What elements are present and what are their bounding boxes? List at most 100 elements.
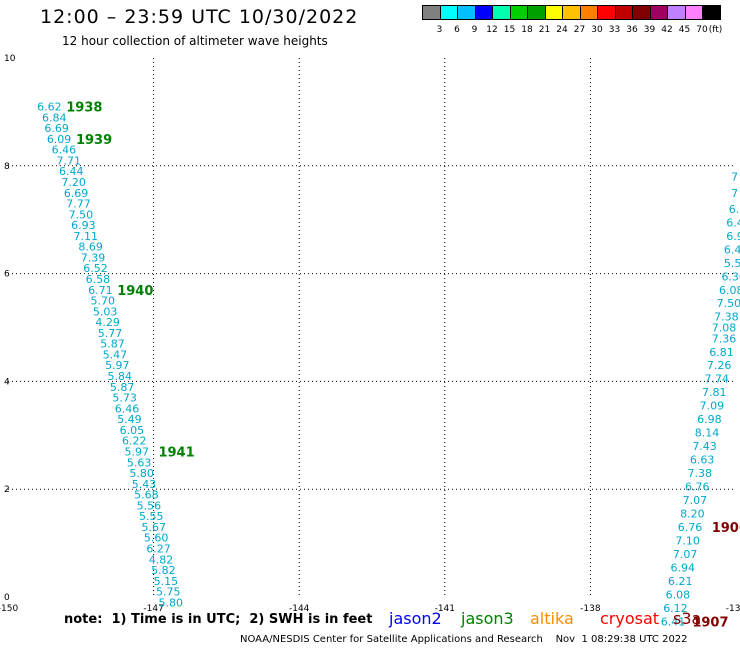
- swh-value-label: 6.76: [678, 521, 703, 534]
- y-tick-label: 10: [4, 54, 16, 64]
- swh-value-label: 7.50: [717, 297, 740, 310]
- footer-note: note: 1) Time is in UTC; 2) SWH is in fe…: [64, 612, 373, 627]
- time-label: 1941: [158, 445, 194, 460]
- swh-value-label: 5.70: [91, 295, 116, 308]
- swh-value-label: 7.39: [81, 251, 106, 264]
- swh-value-label: 5.84: [107, 370, 132, 383]
- swh-value-label: 7.77: [66, 198, 91, 211]
- time-label: 1939: [76, 133, 112, 148]
- swh-value-label: 7.36: [712, 332, 737, 345]
- credit-line: NOAA/NESDIS Center for Satellite Applica…: [240, 634, 688, 645]
- swh-value-label: 6.30: [721, 270, 740, 283]
- colorbar-label: 39: [643, 25, 656, 35]
- swh-value-label: 7.50: [69, 208, 94, 221]
- swh-value-label: 6.49: [724, 243, 740, 256]
- colorbar-label: 15: [503, 25, 516, 35]
- y-tick-label: 6: [4, 270, 10, 280]
- swh-value-label: 5.80: [129, 467, 154, 480]
- swh-value-label: 6.05: [120, 424, 145, 437]
- swh-value-label: 7.74: [704, 373, 729, 386]
- swh-value-label: 7.11: [74, 230, 99, 243]
- swh-value-label: 8.14: [695, 427, 720, 440]
- swh-value-label: 5.63: [127, 456, 152, 469]
- swh-value-label: 6.08: [719, 284, 740, 297]
- swh-value-label: 7.20: [61, 176, 86, 189]
- swh-value-label: 7.26: [707, 359, 732, 372]
- colorbar-label: 30: [591, 25, 603, 35]
- swh-value-label: 6.44: [59, 165, 84, 178]
- satellite-legend-jason2: jason2: [389, 609, 442, 628]
- swh-value-label: 6.93: [71, 219, 96, 232]
- swh-value-label: 6.41: [661, 615, 686, 628]
- swh-value-label: 7.10: [675, 534, 700, 547]
- swh-value-label: 7.38: [714, 311, 739, 324]
- swh-value-label: 6.94: [670, 561, 695, 574]
- colorbar-label: 9: [471, 25, 478, 35]
- swh-value-label: 5.56: [137, 499, 162, 512]
- swh-value-label: 5.52: [724, 257, 740, 270]
- swh-value-label: 8.20: [680, 507, 705, 520]
- colorbar-label: 42: [661, 25, 673, 35]
- swh-value-label: 5.55: [139, 510, 164, 523]
- colorbar-swatch: [702, 5, 721, 20]
- swh-value-label: 7: [731, 187, 738, 200]
- colorbar-label: 36: [626, 25, 638, 35]
- swh-value-label: 5.60: [144, 532, 169, 545]
- x-tick-label: -147: [143, 604, 163, 614]
- time-label: 1906: [712, 521, 740, 536]
- colorbar-unit: (ft): [708, 25, 723, 35]
- x-tick-label: -141: [435, 604, 455, 614]
- swh-value-label: 5.03: [93, 305, 118, 318]
- swh-value-label: 5.47: [103, 348, 128, 361]
- swh-value-label: 6.84: [42, 111, 66, 124]
- swh-value-label: 6.12: [663, 602, 688, 615]
- swh-value-label: 4.29: [95, 316, 120, 329]
- x-tick-label: -135: [726, 604, 740, 614]
- colorbar-label: 70: [696, 25, 708, 35]
- x-tick-label: -150: [0, 604, 18, 614]
- swh-value-label: 5.82: [151, 564, 176, 577]
- colorbar-label: 18: [521, 25, 533, 35]
- swh-value-label: 6.63: [690, 454, 715, 467]
- swh-value-label: 6.46: [52, 144, 77, 157]
- swh-value-label: 5.68: [134, 489, 159, 502]
- swh-value-label: 5.97: [124, 445, 149, 458]
- colorbar-label: 45: [678, 25, 691, 35]
- swh-value-label: 6.69: [44, 122, 69, 135]
- swh-value-label: 5.75: [156, 586, 181, 599]
- swh-value-label: 7.08: [712, 322, 737, 335]
- swh-value-label: 7.81: [702, 386, 727, 399]
- satellite-legend-jason3: jason3: [461, 609, 514, 628]
- swh-value-label: 5.87: [100, 338, 125, 351]
- y-tick-label: 2: [4, 485, 10, 495]
- swh-value-label: 5.73: [112, 392, 137, 405]
- swh-value-label: 6.58: [86, 273, 111, 286]
- swh-value-label: 6.22: [122, 435, 147, 448]
- y-tick-label: 4: [4, 377, 10, 387]
- swh-value-label: 6.71: [88, 284, 113, 297]
- swh-value-label: 6.: [729, 203, 740, 216]
- swh-value-label: 5.67: [141, 521, 166, 534]
- swh-value-label: 5.15: [154, 575, 179, 588]
- swh-value-label: 7.07: [683, 494, 708, 507]
- swh-value-label: 7.09: [700, 400, 725, 413]
- y-tick-label: 8: [4, 162, 10, 172]
- swh-value-label: 7.38: [687, 467, 712, 480]
- swh-value-label: 7.43: [692, 440, 717, 453]
- swh-value-label: 6.27: [146, 542, 171, 555]
- colorbar-label: 3: [436, 25, 443, 35]
- time-label: 1938: [66, 101, 102, 116]
- colorbar-label: 27: [573, 25, 586, 35]
- x-tick-label: -144: [289, 604, 310, 614]
- swh-value-label: 7.07: [673, 548, 698, 561]
- swh-value-label: 5.80: [158, 596, 183, 609]
- swh-value-label: 6.98: [697, 413, 722, 426]
- colorbar-label: 33: [608, 25, 621, 35]
- satellite-legend-s3a: s3a: [673, 609, 702, 628]
- swh-value-label: 5.49: [117, 413, 142, 426]
- swh-value-label: 5.43: [132, 478, 157, 491]
- swh-value-label: 8.69: [78, 241, 103, 254]
- swh-value-label: 6.76: [685, 481, 710, 494]
- swh-value-label: 6.21: [668, 575, 693, 588]
